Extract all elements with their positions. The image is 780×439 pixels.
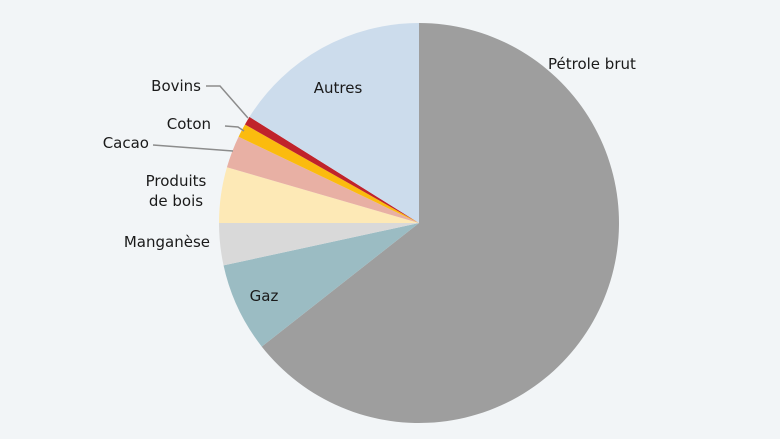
- pie-slice-produits-de-bois: [219, 167, 419, 223]
- slice-label: Produits de bois: [146, 172, 207, 210]
- leader-line-cacao: [152, 144, 234, 152]
- pie-slice-gaz: [223, 223, 419, 347]
- pie-slice-manganèse: [219, 223, 419, 266]
- slice-label: Bovins: [151, 77, 201, 95]
- leader-line-coton: [224, 125, 245, 132]
- slice-label: Pétrole brut: [548, 55, 636, 73]
- leader-lines: [152, 85, 249, 152]
- pie-slice-autres: [249, 23, 419, 223]
- slice-label: Cacao: [103, 134, 149, 152]
- pie-slices: [219, 23, 619, 423]
- pie-slice-cacao: [226, 136, 419, 223]
- slice-labels: Pétrole brut Gaz Manganèse Produits de bois C…: [103, 55, 636, 305]
- pie-slice-bovins: [244, 116, 419, 223]
- pie-slice-coton: [238, 124, 419, 223]
- slice-label: Autres: [314, 79, 363, 97]
- slice-label: Coton: [167, 115, 211, 133]
- slice-label: Manganèse: [124, 233, 210, 251]
- pie-slice-pétrole-brut: [261, 23, 619, 423]
- leader-line-bovins: [206, 85, 249, 119]
- slice-label: Gaz: [250, 287, 279, 305]
